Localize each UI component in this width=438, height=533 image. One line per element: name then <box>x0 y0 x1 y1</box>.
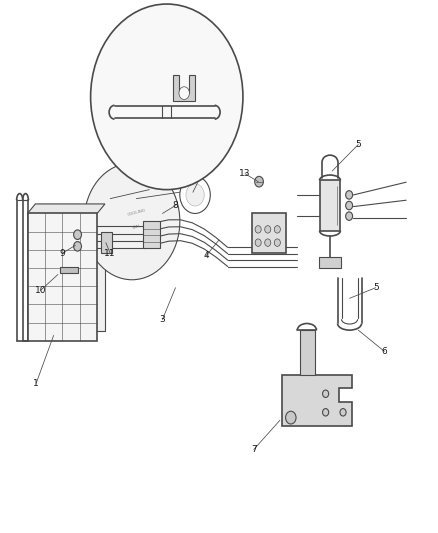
Circle shape <box>255 225 261 233</box>
Text: 9: 9 <box>60 249 65 258</box>
Circle shape <box>274 225 280 233</box>
Text: 1: 1 <box>33 378 39 387</box>
Circle shape <box>91 4 243 190</box>
Circle shape <box>286 411 296 424</box>
Text: 5: 5 <box>355 140 361 149</box>
Text: 4: 4 <box>203 252 209 261</box>
Bar <box>320 180 340 231</box>
Circle shape <box>186 184 204 206</box>
Circle shape <box>179 87 189 100</box>
Circle shape <box>84 163 180 280</box>
Text: COOLING: COOLING <box>127 208 146 217</box>
Circle shape <box>346 212 353 220</box>
Text: 13: 13 <box>239 169 251 178</box>
Circle shape <box>322 390 328 398</box>
Circle shape <box>254 176 263 187</box>
Text: 11: 11 <box>104 249 116 258</box>
Circle shape <box>274 239 280 246</box>
Text: 10: 10 <box>35 286 46 295</box>
Circle shape <box>74 241 81 251</box>
Text: 5: 5 <box>373 283 378 292</box>
Circle shape <box>346 191 353 199</box>
Text: 8: 8 <box>173 201 178 210</box>
Polygon shape <box>300 330 315 375</box>
Polygon shape <box>319 257 341 268</box>
Bar <box>252 214 286 253</box>
Polygon shape <box>28 204 105 214</box>
Polygon shape <box>60 266 78 273</box>
Circle shape <box>74 230 81 239</box>
Polygon shape <box>173 75 195 101</box>
Polygon shape <box>102 232 113 253</box>
Polygon shape <box>35 204 105 331</box>
Circle shape <box>340 409 346 416</box>
Text: FAN: FAN <box>132 224 141 230</box>
Text: 12: 12 <box>117 63 129 72</box>
Circle shape <box>255 239 261 246</box>
Circle shape <box>346 201 353 210</box>
Polygon shape <box>282 375 352 425</box>
Circle shape <box>265 239 271 246</box>
Polygon shape <box>143 221 160 248</box>
Bar <box>28 214 97 341</box>
Text: 6: 6 <box>381 347 387 356</box>
Circle shape <box>265 225 271 233</box>
Text: 7: 7 <box>251 445 257 454</box>
Text: 3: 3 <box>159 315 165 324</box>
Text: 2: 2 <box>203 161 209 170</box>
Circle shape <box>322 409 328 416</box>
Circle shape <box>180 176 210 214</box>
